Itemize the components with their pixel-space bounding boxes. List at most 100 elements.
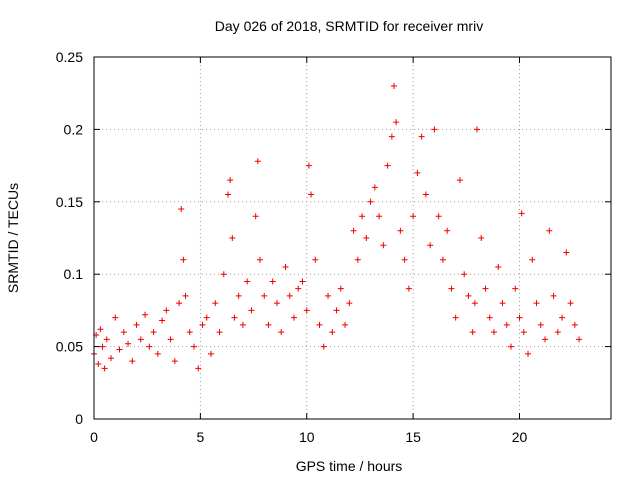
x-tick-label: 10: [299, 429, 315, 445]
data-point: [120, 329, 127, 336]
data-point: [308, 191, 315, 198]
data-point: [212, 300, 219, 307]
data-point: [159, 317, 166, 324]
data-point: [290, 314, 297, 321]
data-point: [503, 321, 510, 328]
data-point: [342, 321, 349, 328]
data-point: [269, 278, 276, 285]
data-point: [286, 292, 293, 299]
data-point: [195, 365, 202, 372]
y-axis-label: SRMTID / TECUs: [5, 183, 21, 293]
data-point: [337, 285, 344, 292]
data-point: [248, 307, 255, 314]
data-point: [97, 326, 104, 333]
x-tick-label: 15: [405, 429, 421, 445]
data-point: [278, 329, 285, 336]
data-point: [99, 343, 106, 350]
data-point: [225, 191, 232, 198]
data-point: [393, 119, 400, 126]
data-point: [163, 307, 170, 314]
data-point: [167, 336, 174, 343]
y-tick-label: 0: [75, 411, 83, 427]
data-point: [456, 177, 463, 184]
data-point: [101, 365, 108, 372]
data-point: [295, 285, 302, 292]
data-point: [473, 126, 480, 133]
data-point: [486, 314, 493, 321]
data-point: [305, 162, 312, 169]
data-point: [265, 321, 272, 328]
data-point: [154, 350, 161, 357]
data-point: [550, 292, 557, 299]
data-point: [439, 256, 446, 263]
data-point: [316, 321, 323, 328]
data-point: [146, 343, 153, 350]
axis-ticks: 0 5 10 15 20 0 0.05 0.1 0.15 0.2 0.25: [56, 49, 611, 445]
data-point: [95, 360, 102, 367]
data-point: [563, 249, 570, 256]
data-point: [461, 271, 468, 278]
data-points: [91, 82, 583, 372]
data-point: [103, 336, 110, 343]
data-point: [435, 213, 442, 220]
y-tick-label: 0.1: [64, 266, 84, 282]
data-point: [388, 133, 395, 140]
x-tick-label: 20: [512, 429, 528, 445]
data-point: [576, 336, 583, 343]
data-point: [520, 329, 527, 336]
y-tick-label: 0.2: [64, 121, 84, 137]
data-point: [444, 227, 451, 234]
data-point: [529, 256, 536, 263]
data-point: [178, 206, 185, 213]
data-point: [150, 329, 157, 336]
data-point: [256, 256, 263, 263]
data-point: [376, 213, 383, 220]
data-point: [252, 213, 259, 220]
x-tick-label: 0: [90, 429, 98, 445]
data-point: [254, 158, 261, 165]
data-point: [346, 300, 353, 307]
data-point: [216, 329, 223, 336]
data-point: [390, 82, 397, 89]
data-point: [490, 329, 497, 336]
data-point: [133, 321, 140, 328]
data-point: [333, 307, 340, 314]
data-point: [525, 350, 532, 357]
data-point: [231, 314, 238, 321]
data-point: [571, 321, 578, 328]
data-point: [495, 263, 502, 270]
y-tick-label: 0.15: [56, 194, 83, 210]
data-point: [112, 314, 119, 321]
data-point: [422, 191, 429, 198]
data-point: [261, 292, 268, 299]
data-point: [410, 213, 417, 220]
data-point: [203, 314, 210, 321]
data-point: [542, 336, 549, 343]
data-point: [359, 213, 366, 220]
data-point: [482, 285, 489, 292]
data-point: [418, 133, 425, 140]
data-point: [363, 235, 370, 241]
data-point: [465, 292, 472, 299]
data-point: [108, 355, 115, 362]
data-point: [367, 198, 374, 205]
data-point: [208, 350, 215, 357]
data-point: [325, 292, 332, 299]
chart-title: Day 026 of 2018, SRMTID for receiver mri…: [215, 18, 483, 34]
data-point: [397, 227, 404, 234]
data-point: [508, 343, 515, 350]
data-point: [427, 242, 434, 249]
y-tick-label: 0.25: [56, 49, 83, 65]
data-point: [452, 314, 459, 321]
data-point: [129, 358, 136, 365]
data-point: [499, 300, 506, 307]
data-point: [554, 329, 561, 336]
data-point: [516, 314, 523, 321]
data-point: [414, 169, 421, 176]
data-point: [354, 256, 361, 263]
data-point: [199, 321, 206, 328]
data-point: [190, 343, 197, 350]
data-point: [469, 329, 476, 336]
data-point: [567, 300, 574, 307]
